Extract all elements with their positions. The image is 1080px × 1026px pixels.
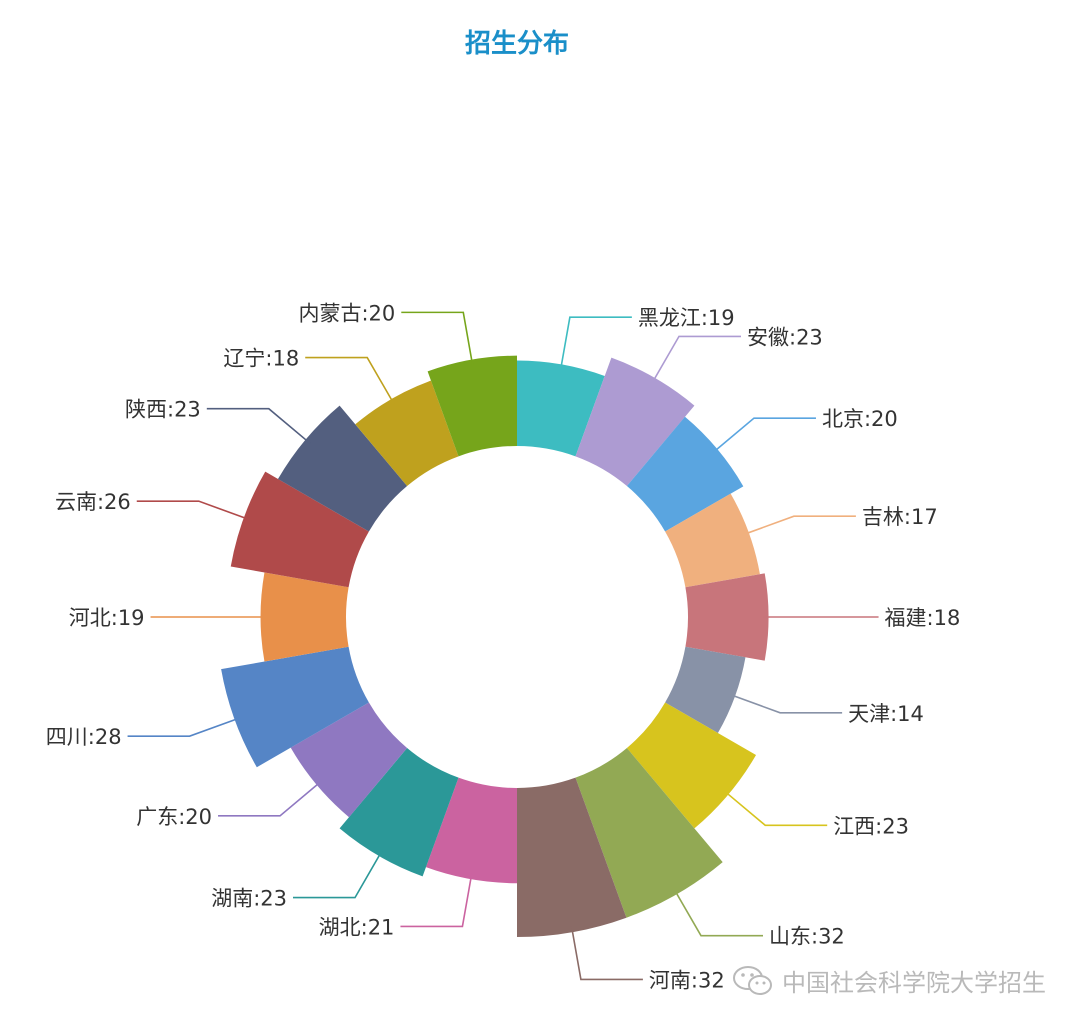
leader-lines-group — [127, 311, 879, 981]
slice-辽宁[interactable] — [355, 380, 459, 487]
leader-line-北京 — [712, 417, 816, 454]
slice-天津[interactable] — [665, 646, 746, 733]
leader-line-湖北 — [400, 873, 473, 928]
slice-山东[interactable] — [575, 747, 723, 918]
leader-line-湖南 — [293, 850, 383, 899]
slice-label-内蒙古: 内蒙古:20 — [298, 301, 395, 325]
slice-黑龙江[interactable] — [517, 360, 605, 457]
slice-河北[interactable] — [260, 572, 349, 662]
slice-label-云南: 云南:26 — [55, 490, 131, 514]
slice-内蒙古[interactable] — [427, 355, 517, 457]
slice-江西[interactable] — [626, 702, 757, 829]
labels-group: 黑龙江:19 安徽:23 北京:20 吉林:17 福建:18 天津:14 江西:23 山东:3… — [46, 301, 961, 992]
wechat-icon — [733, 965, 772, 995]
slice-label-安徽: 安徽:23 — [747, 325, 823, 349]
slice-label-四川: 四川:28 — [46, 725, 122, 749]
chart-title: 招生分布 — [465, 29, 569, 59]
slice-label-吉林: 吉林:17 — [862, 505, 938, 529]
leader-line-辽宁 — [305, 356, 395, 405]
slice-label-山东: 山东:32 — [769, 925, 845, 949]
slice-label-河南: 河南:32 — [649, 968, 725, 992]
leader-line-四川 — [127, 716, 241, 737]
slice-河南[interactable] — [517, 777, 627, 937]
slice-北京[interactable] — [626, 416, 744, 532]
leader-line-江西 — [723, 789, 828, 827]
leader-line-陕西 — [206, 407, 311, 445]
leader-line-广东 — [218, 780, 322, 817]
slice-云南[interactable] — [230, 471, 369, 588]
slice-label-广东: 广东:20 — [136, 805, 212, 829]
slice-四川[interactable] — [221, 646, 369, 768]
leader-line-内蒙古 — [401, 311, 474, 366]
slice-广东[interactable] — [290, 702, 408, 818]
leader-line-山东 — [673, 888, 763, 937]
slice-吉林[interactable] — [665, 493, 760, 588]
slice-陕西[interactable] — [277, 405, 408, 532]
slice-湖北[interactable] — [425, 777, 517, 884]
slice-安徽[interactable] — [575, 357, 695, 487]
slice-label-北京: 北京:20 — [822, 407, 898, 431]
leader-line-河南 — [570, 926, 643, 981]
slice-label-福建: 福建:18 — [885, 606, 961, 630]
slice-label-湖南: 湖南:23 — [211, 887, 287, 911]
slice-湖南[interactable] — [339, 747, 459, 877]
slice-label-江西: 江西:23 — [833, 814, 909, 838]
slice-label-黑龙江: 黑龙江:19 — [638, 306, 735, 330]
slice-label-陕西: 陕西:23 — [125, 398, 201, 422]
leader-line-天津 — [729, 693, 843, 714]
leader-line-吉林 — [742, 515, 856, 536]
leader-line-黑龙江 — [559, 316, 632, 371]
slice-label-河北: 河北:19 — [69, 606, 145, 630]
slice-label-辽宁: 辽宁:18 — [223, 347, 299, 371]
slice-label-天津: 天津:14 — [848, 702, 924, 726]
watermark: 中国社会科学院大学招生 — [732, 963, 1046, 998]
slice-福建[interactable] — [685, 573, 769, 661]
watermark-text: 中国社会科学院大学招生 — [782, 969, 1046, 997]
leader-line-云南 — [136, 500, 250, 521]
slices-group — [221, 355, 769, 937]
leader-line-安徽 — [651, 335, 741, 384]
slice-label-湖北: 湖北:21 — [319, 915, 395, 939]
